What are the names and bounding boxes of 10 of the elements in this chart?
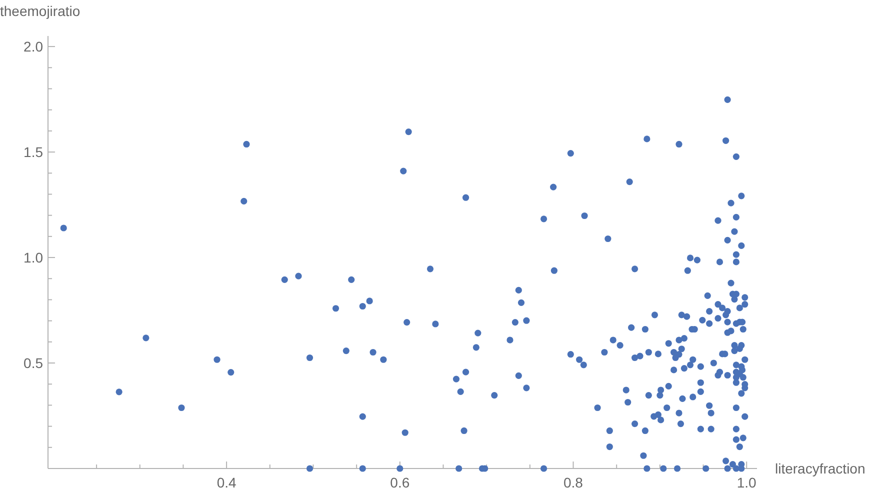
x-tick-label: 0.4 bbox=[216, 474, 236, 490]
y-tick-label: 1.0 bbox=[24, 250, 44, 266]
y-axis-title: theemojiratio bbox=[0, 3, 80, 19]
y-tick-label: 1.5 bbox=[24, 144, 44, 160]
x-axis-title: literacyfraction bbox=[775, 460, 866, 476]
y-tick-label: 0.5 bbox=[24, 355, 44, 372]
y-tick-label: 2.0 bbox=[24, 38, 44, 55]
x-tick-label: 0.8 bbox=[564, 474, 584, 490]
x-tick-label: 0.6 bbox=[390, 474, 410, 490]
x-tick-label: 1.0 bbox=[736, 474, 757, 490]
